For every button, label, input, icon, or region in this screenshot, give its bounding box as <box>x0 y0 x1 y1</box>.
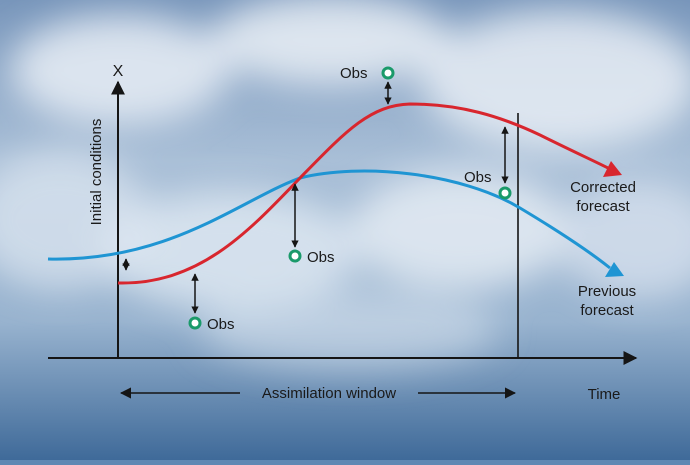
corrected-forecast-arrowhead <box>603 161 622 177</box>
previous-forecast-label-line2: forecast <box>580 302 634 319</box>
observation-marker <box>288 249 302 263</box>
corrected-forecast-curve <box>117 102 609 285</box>
observation-label: Obs <box>464 169 492 186</box>
y-axis-title: Initial conditions <box>88 119 105 226</box>
observation-label: Obs <box>207 316 235 333</box>
y-axis-label: X <box>113 63 124 80</box>
previous-forecast-arrowhead <box>605 262 624 277</box>
observation-label: Obs <box>307 249 335 266</box>
previous-forecast-label-line1: Previous <box>578 283 636 300</box>
observation-marker <box>381 66 395 80</box>
observation-marker <box>498 186 512 200</box>
corrected-forecast-label-line2: forecast <box>576 198 630 215</box>
x-axis-label: Time <box>588 386 621 403</box>
observation-marker <box>188 316 202 330</box>
observation-label: Obs <box>340 65 368 82</box>
corrected-forecast-label-line1: Corrected <box>570 179 636 196</box>
assimilation-window-label: Assimilation window <box>262 385 396 402</box>
previous-forecast-curve <box>47 169 611 270</box>
